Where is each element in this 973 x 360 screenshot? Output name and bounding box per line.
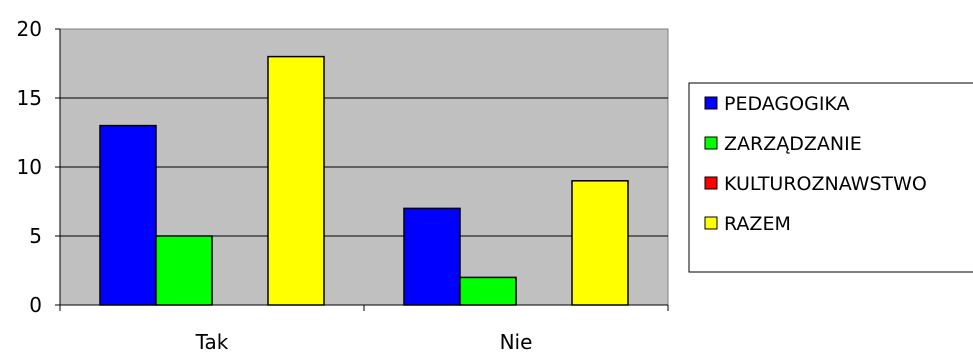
legend: PEDAGOGIKA ZARZĄDZANIE KULTUROZNAWSTWO RAZE… [688, 82, 973, 273]
y-tick-label: 0 [29, 293, 42, 317]
legend-swatch [704, 176, 718, 190]
y-tick-label: 20 [17, 17, 42, 41]
bar-pedagogika-tak [99, 124, 157, 306]
legend-swatch [704, 216, 718, 230]
legend-swatch [704, 96, 718, 110]
legend-label: PEDAGOGIKA [724, 93, 850, 115]
legend-box [688, 82, 973, 273]
legend-label: ZARZĄDZANIE [724, 133, 862, 155]
legend-label: RAZEM [724, 213, 791, 235]
x-tick-label: Tak [195, 330, 229, 354]
bars [99, 55, 629, 306]
bar-zarządzanie-nie [459, 276, 517, 306]
axes: 0 5 10 15 20 Tak Nie [17, 17, 669, 354]
legend-swatch [704, 136, 718, 150]
bar-zarządzanie-tak [155, 235, 213, 306]
y-tick-label: 15 [17, 86, 42, 110]
y-tick-label: 5 [29, 224, 42, 248]
x-tick-label: Nie [500, 330, 533, 354]
legend-label: KULTUROZNAWSTWO [724, 173, 927, 195]
bar-razem-nie [571, 180, 629, 306]
y-tick-label: 10 [17, 155, 42, 179]
bar-razem-tak [267, 55, 325, 306]
bar-pedagogika-nie [403, 207, 461, 306]
